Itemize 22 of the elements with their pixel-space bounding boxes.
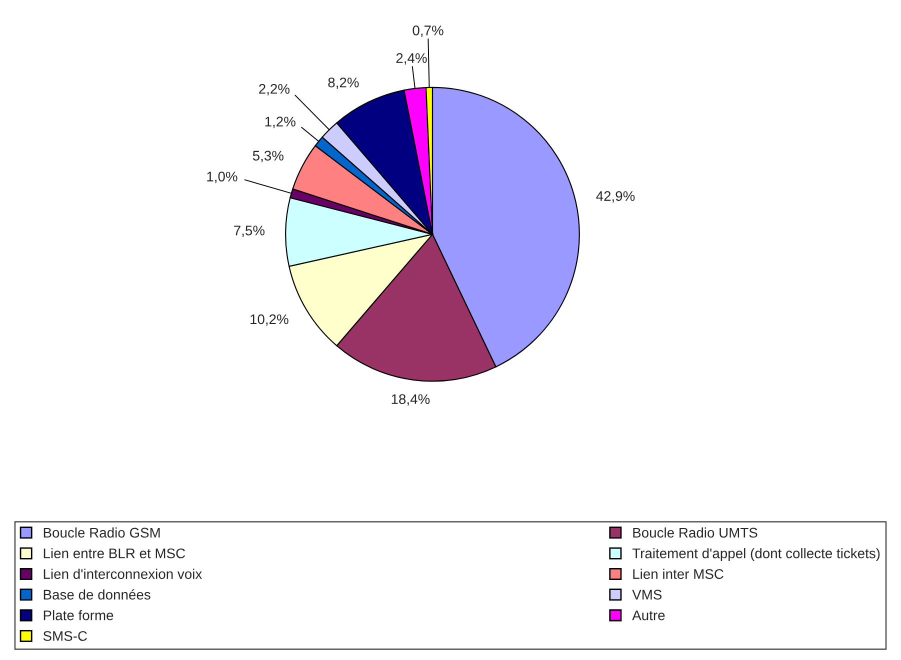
legend-label: VMS [632,590,662,600]
data-label: 2,2% [259,84,290,96]
legend-label: Plate forme [44,610,114,620]
data-label: 18,4% [392,394,430,406]
legend-label: Autre [632,610,665,620]
data-label: 2,4% [396,53,427,65]
legend-label: Lien entre BLR et MSC [44,548,186,558]
legend-label: Boucle Radio UMTS [633,527,758,538]
legend-label: Lien d'interconnexion voix [44,568,202,579]
data-label: 7,5% [234,226,265,238]
data-label: 1,2% [265,116,296,128]
data-label: 5,3% [252,150,284,162]
data-label: 0,7% [412,26,444,37]
legend-label: SMS-C [43,631,87,641]
legend-label: Boucle Radio GSM [44,527,160,538]
legend-label: Traitement d'appel (dont collecte tickets) [632,548,880,562]
legend-label: Base de données [44,589,150,600]
data-label: 8,2% [328,78,359,90]
legend-label: Lien inter MSC [633,568,724,579]
data-label: 10,2% [250,314,288,326]
data-label: 42,9% [596,191,635,203]
data-label: 1,0% [207,172,238,184]
